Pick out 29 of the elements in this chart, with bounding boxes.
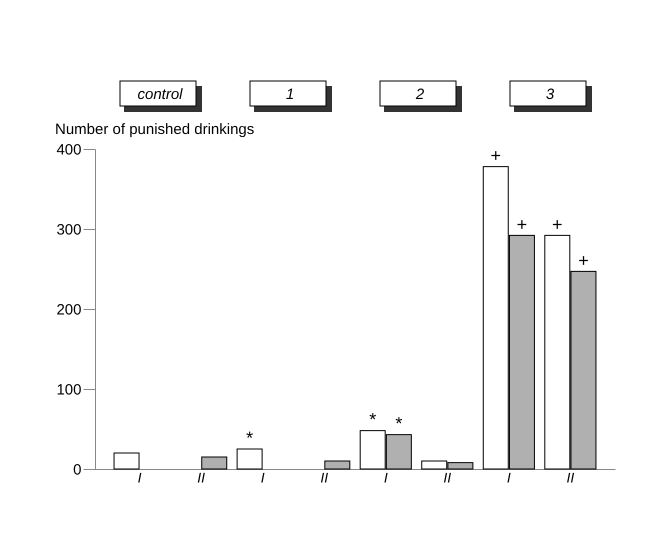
data-label: +: [578, 250, 589, 270]
data-label: *: [246, 428, 254, 448]
x-tick-label: I: [506, 470, 511, 486]
bar: [201, 456, 228, 470]
data-label: +: [552, 214, 563, 234]
y-tick-label: 400: [56, 142, 82, 158]
bar: [114, 452, 140, 470]
y-tick-label: 200: [56, 302, 82, 318]
x-tick-label: I: [384, 470, 388, 486]
data-label: +: [516, 214, 528, 234]
x-tick-label: II: [197, 470, 206, 486]
y-tick-label: 300: [56, 222, 82, 238]
bar: [236, 448, 263, 470]
y-axis-title: Number of punished drinkings: [55, 121, 254, 138]
x-tick-label: I: [138, 470, 142, 486]
text: 2: [414, 86, 425, 103]
text: 3: [546, 86, 555, 103]
x-tick-label: II: [443, 470, 452, 486]
x-tick-label: I: [260, 470, 265, 486]
data-label: *: [369, 410, 376, 430]
y-tick-label: 0: [73, 462, 82, 478]
y-tick-label: 100: [56, 382, 82, 398]
data-label: +: [490, 146, 502, 166]
text: 1: [286, 86, 294, 103]
bar: [324, 460, 350, 470]
x-tick-label: II: [320, 470, 328, 486]
data-label: *: [395, 414, 402, 434]
text: control: [137, 86, 184, 103]
x-tick-label: II: [566, 470, 574, 486]
